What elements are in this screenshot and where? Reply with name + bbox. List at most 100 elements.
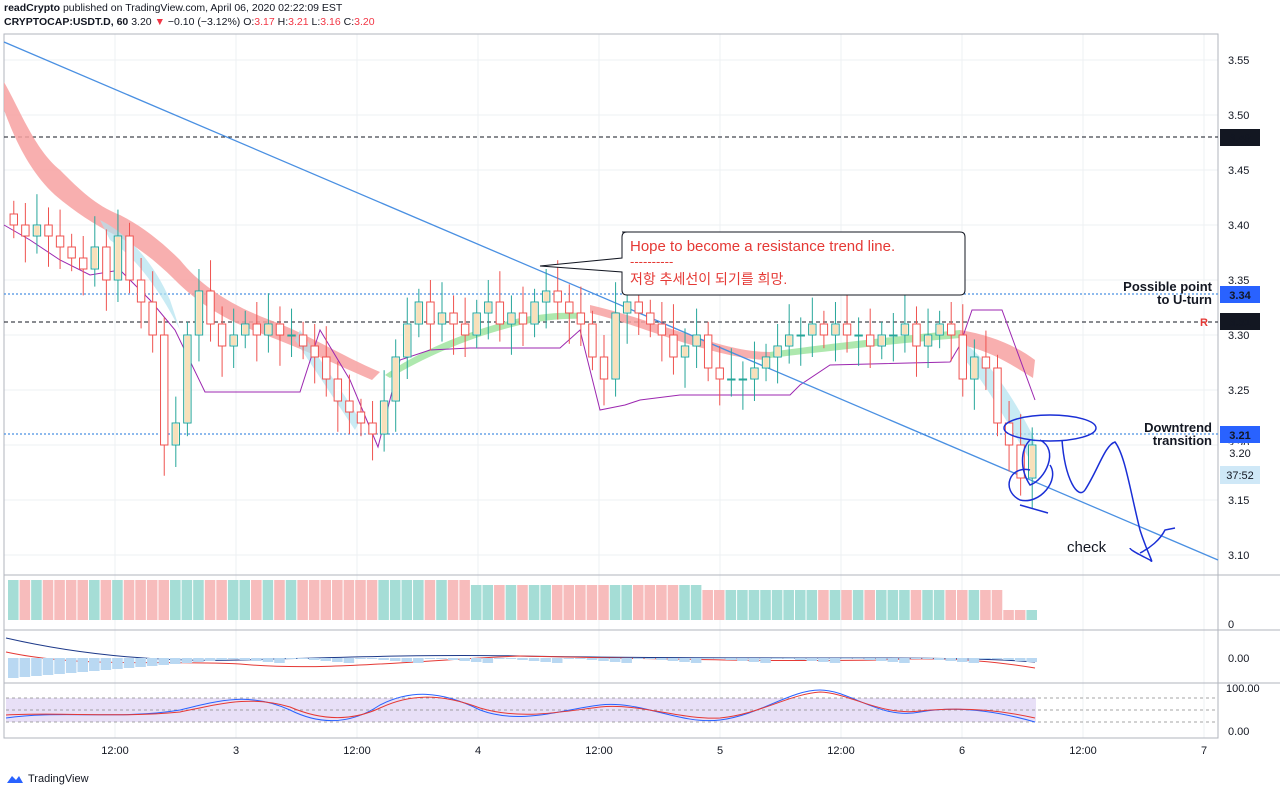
tradingview-footer[interactable]: TradingView <box>6 773 89 785</box>
price-axis[interactable]: 3.10 3.15 3.20 3.25 3.30 3.35 3.40 3.45 3.50 3.55… <box>1226 55 1260 738</box>
volume-bar <box>713 590 725 620</box>
candle-fill <box>960 336 966 378</box>
macd-histogram-bar <box>251 658 262 661</box>
price-tick-label: 3.40 <box>1228 220 1249 232</box>
hand-drawn-annotation <box>1003 414 1176 562</box>
macd-histogram-bar <box>343 658 355 663</box>
volume-bar <box>563 585 575 620</box>
candle-fill <box>555 292 561 301</box>
macd-histogram-bar <box>262 658 274 662</box>
volume-bar <box>54 580 65 620</box>
macd-histogram-bar <box>945 658 956 661</box>
time-tick-label: 5 <box>717 745 723 757</box>
macd-histogram-bar <box>297 658 308 659</box>
high-label: H: <box>277 16 289 28</box>
volume-bar <box>343 580 355 620</box>
candle-fill <box>705 336 711 367</box>
macd-histogram-bar <box>864 658 875 660</box>
callout-text-kr: 저항 추세선이 되기를 희망. <box>630 271 787 287</box>
macd-histogram-bar <box>1003 658 1014 660</box>
candles[interactable] <box>9 194 1037 509</box>
downtrend-line[interactable] <box>3 41 1219 561</box>
grid <box>4 34 1218 738</box>
candle-fill <box>462 325 468 334</box>
volume-bar <box>528 585 540 620</box>
close-label: C: <box>343 16 355 28</box>
macd-histogram-bar <box>135 658 146 667</box>
stoch-d-line <box>5 691 1036 719</box>
volume-bar <box>771 590 783 620</box>
low-label: L: <box>311 16 321 28</box>
callout-box[interactable]: Hope to become a resistance trend line. … <box>539 231 966 296</box>
author-name[interactable]: readCrypto <box>4 2 61 14</box>
time-tick-label: 12:00 <box>1069 745 1097 757</box>
candle-body <box>738 378 748 381</box>
symbol-label[interactable]: CRYPTOCAP:USDT.D, 60 <box>4 16 129 28</box>
candle-fill <box>184 336 191 422</box>
time-tick-label: 7 <box>1201 745 1207 757</box>
volume-bar <box>77 580 89 620</box>
r-marker: R <box>1200 317 1208 329</box>
candle-fill <box>230 336 237 345</box>
macd-histogram-bar <box>227 658 239 659</box>
volume-bar <box>158 580 170 620</box>
downtrend-label-2: transition <box>1153 433 1212 448</box>
macd-histogram-bar <box>494 658 505 659</box>
possible-point-label-2: to U-turn <box>1157 292 1212 307</box>
candle-fill <box>543 292 549 301</box>
candle-fill <box>265 325 272 334</box>
macd-histogram-bar <box>737 658 748 661</box>
volume-bar <box>956 590 968 620</box>
macd-histogram-bar <box>216 658 227 660</box>
price-tick-label: 3.45 <box>1228 165 1249 177</box>
candle-fill <box>381 402 387 433</box>
candle-fill <box>254 325 260 334</box>
macd-histogram-bar <box>239 658 251 660</box>
time-tick-label: 6 <box>959 745 965 757</box>
candle-fill <box>913 325 920 345</box>
macd-histogram-bar <box>551 658 563 663</box>
macd-histogram-bar <box>852 658 864 659</box>
candle-fill <box>68 248 75 257</box>
volume-bar <box>783 590 794 620</box>
macd-histogram-bar <box>8 658 19 678</box>
candle-fill <box>416 303 422 323</box>
candle-fill <box>624 303 630 312</box>
volume-bar <box>401 580 413 620</box>
macd-histogram-bar <box>413 658 424 663</box>
candle-fill <box>786 336 792 345</box>
volume-bar <box>285 580 297 620</box>
macd-histogram-bar <box>401 658 413 662</box>
candle-body <box>889 334 898 337</box>
macd-histogram-bar <box>771 658 783 659</box>
ma-ribbon-bearish-3 <box>960 330 1035 378</box>
candle-fill <box>693 336 700 345</box>
candle-fill <box>809 325 816 334</box>
macd-histogram-bar <box>193 658 204 662</box>
candle-fill <box>323 358 329 378</box>
macd-histogram-bar <box>632 658 644 659</box>
macd-histogram-bar <box>818 658 829 662</box>
volume-bar <box>968 590 980 620</box>
volume-bar <box>875 590 887 620</box>
macd-histogram-bar <box>19 658 31 677</box>
candle-fill <box>126 237 133 279</box>
candle-fill <box>717 369 723 378</box>
macd-histogram-bar <box>575 658 586 659</box>
macd-histogram-bar <box>424 658 436 659</box>
macd-histogram-bar <box>690 658 702 663</box>
volume-bar <box>204 580 216 620</box>
volume-bar <box>355 580 366 620</box>
time-tick-label: 12:00 <box>585 745 613 757</box>
volume-bar <box>667 585 679 620</box>
macd-histogram-bar <box>204 658 216 661</box>
volume-bar <box>702 590 713 620</box>
time-axis[interactable]: 12:00 3 12:00 4 12:00 5 12:00 6 12:00 7 <box>101 745 1207 757</box>
candle-fill <box>844 325 850 334</box>
macd-histogram-bar <box>667 658 679 661</box>
macd-histogram-bar <box>146 658 158 666</box>
price-tick-label: 3.15 <box>1228 495 1249 507</box>
candle-fill <box>682 347 688 356</box>
macd-histogram-bar <box>702 658 713 659</box>
